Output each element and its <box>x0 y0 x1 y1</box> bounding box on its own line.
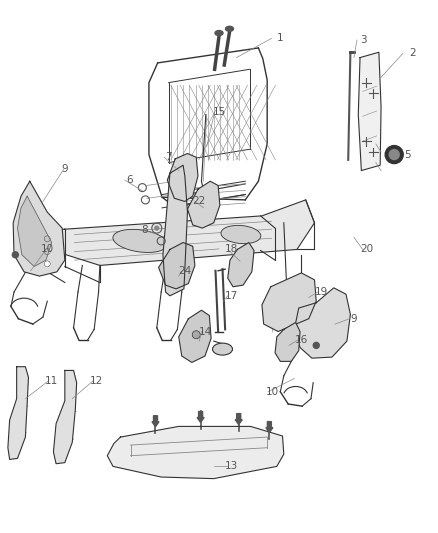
Text: 18: 18 <box>225 245 238 254</box>
Polygon shape <box>18 196 52 266</box>
Polygon shape <box>53 370 77 464</box>
Polygon shape <box>107 426 284 479</box>
Polygon shape <box>13 181 65 276</box>
Text: 8: 8 <box>141 225 148 235</box>
Text: 12: 12 <box>90 376 103 386</box>
Circle shape <box>389 150 399 159</box>
Circle shape <box>155 226 159 230</box>
Polygon shape <box>8 367 28 459</box>
Ellipse shape <box>212 343 233 355</box>
Polygon shape <box>358 52 381 171</box>
Circle shape <box>313 342 319 349</box>
Text: 7: 7 <box>165 152 172 162</box>
FancyArrow shape <box>197 411 204 423</box>
Text: 9: 9 <box>61 165 68 174</box>
Text: 16: 16 <box>295 335 308 345</box>
Polygon shape <box>187 181 220 228</box>
Text: 24: 24 <box>178 266 191 276</box>
Polygon shape <box>294 288 350 358</box>
FancyArrow shape <box>235 414 242 425</box>
Ellipse shape <box>226 26 233 31</box>
Ellipse shape <box>113 229 167 253</box>
Ellipse shape <box>215 30 223 36</box>
Text: 10: 10 <box>266 387 279 397</box>
Polygon shape <box>262 273 316 332</box>
Polygon shape <box>47 200 314 265</box>
FancyArrow shape <box>152 416 159 427</box>
Ellipse shape <box>221 225 261 244</box>
Text: 11: 11 <box>45 376 58 386</box>
Polygon shape <box>159 243 195 289</box>
Polygon shape <box>167 154 198 201</box>
Text: 20: 20 <box>360 245 374 254</box>
Text: 19: 19 <box>315 287 328 297</box>
Circle shape <box>44 248 50 255</box>
Circle shape <box>192 330 200 339</box>
Text: 13: 13 <box>225 462 238 471</box>
Text: 15: 15 <box>212 107 226 117</box>
Text: 6: 6 <box>126 175 133 185</box>
Polygon shape <box>275 322 300 361</box>
Text: 2: 2 <box>409 49 416 58</box>
Polygon shape <box>228 243 254 287</box>
Circle shape <box>385 146 403 164</box>
Text: 3: 3 <box>360 35 367 45</box>
Circle shape <box>44 236 50 242</box>
FancyArrow shape <box>266 422 273 433</box>
Text: 9: 9 <box>350 314 357 324</box>
Text: 5: 5 <box>404 150 411 159</box>
Circle shape <box>12 252 18 258</box>
Text: 22: 22 <box>193 197 206 206</box>
Polygon shape <box>179 310 211 362</box>
Text: 10: 10 <box>41 245 54 254</box>
Text: 14: 14 <box>198 327 212 336</box>
Circle shape <box>44 261 50 267</box>
Polygon shape <box>163 165 187 296</box>
Text: 1: 1 <box>277 34 284 43</box>
Text: 17: 17 <box>225 291 238 301</box>
